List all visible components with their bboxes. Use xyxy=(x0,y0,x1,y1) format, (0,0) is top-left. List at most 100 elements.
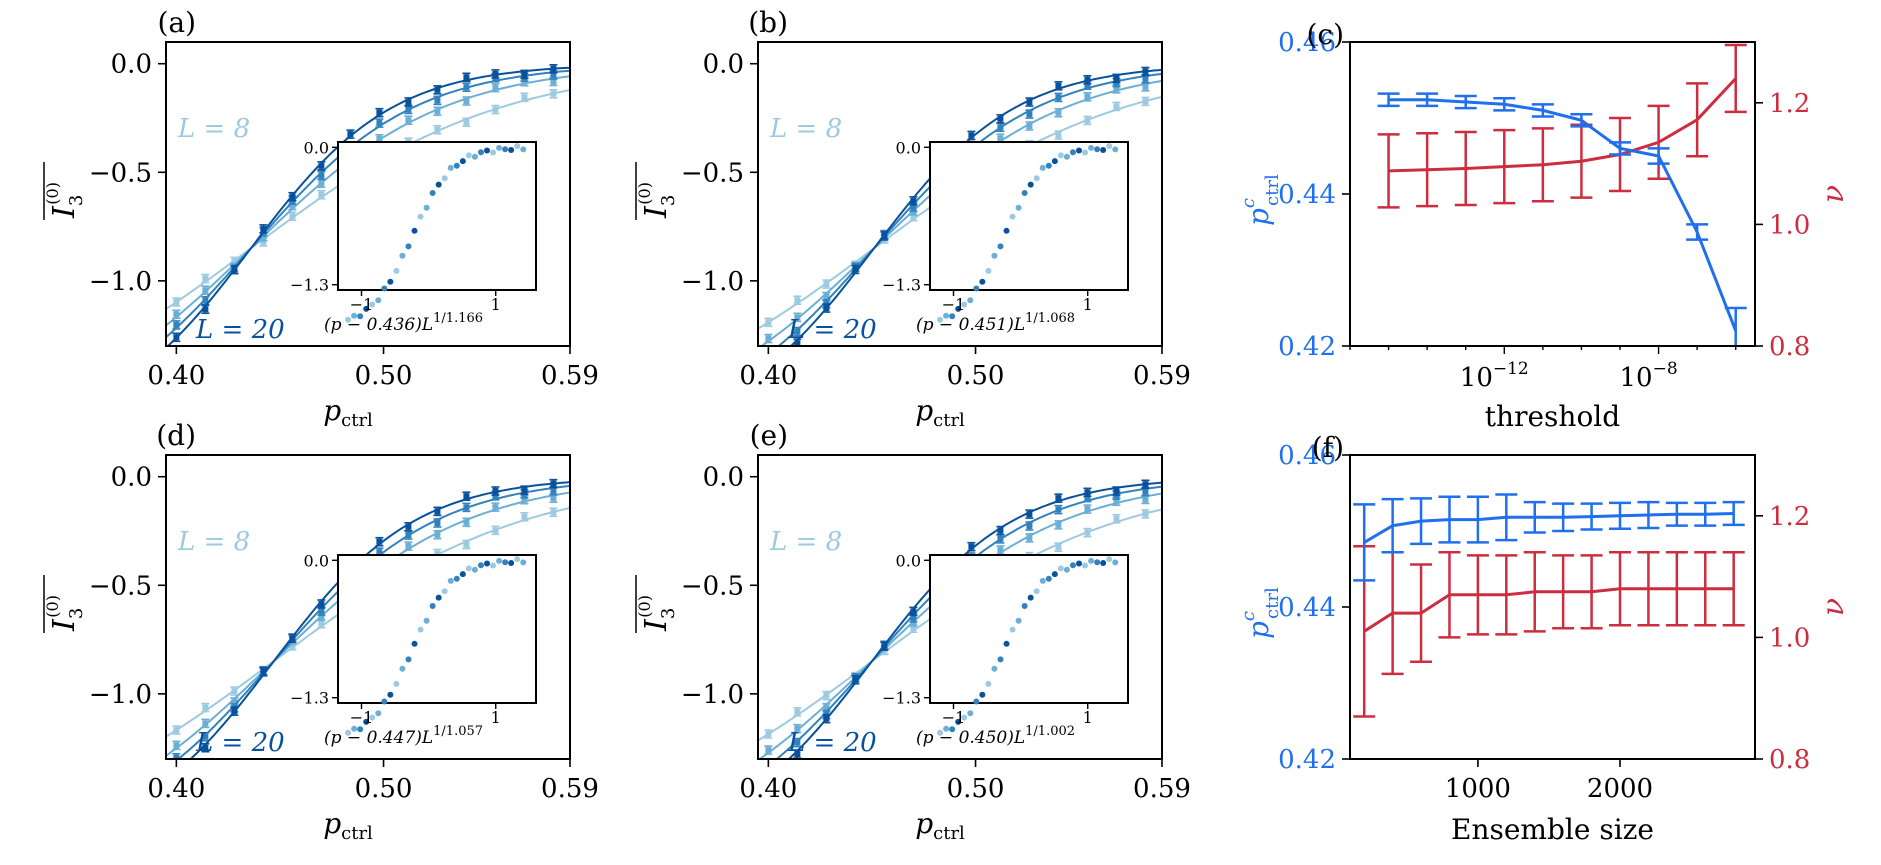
inset-point xyxy=(441,588,448,595)
inset-y-tick-label: −1.3 xyxy=(882,689,921,708)
data-point-L8 xyxy=(434,126,441,133)
inset-x-tick-label: 1 xyxy=(491,708,501,727)
y-right-tick-label: 1.0 xyxy=(1769,210,1810,240)
inset-point xyxy=(973,285,980,292)
fit-line-L20 xyxy=(166,66,570,346)
data-point-L20 xyxy=(376,538,383,545)
y-axis-label-main: I xyxy=(639,205,674,219)
inset-point xyxy=(1112,559,1119,566)
data-point-L20 xyxy=(231,266,238,273)
inset-x-label-main: (p − 0.447)L xyxy=(324,728,433,748)
x-tick-exp: −12 xyxy=(1493,359,1529,379)
data-point-L8 xyxy=(260,239,267,246)
data-point-L20 xyxy=(881,232,888,239)
data-point-L16 xyxy=(173,754,180,759)
data-point-L20 xyxy=(405,523,412,530)
inset-point xyxy=(943,312,950,319)
inset-point xyxy=(1106,556,1113,563)
x-tick-label: 0.50 xyxy=(947,774,1005,804)
inset-point xyxy=(508,559,515,566)
inset-point xyxy=(441,175,448,182)
inset-point xyxy=(1106,143,1113,150)
inset-point xyxy=(381,698,388,705)
data-point-L12 xyxy=(1084,93,1091,100)
x-tick-label: 10−8 xyxy=(1619,359,1677,393)
data-point-L8 xyxy=(289,213,296,220)
data-point-L16 xyxy=(1084,494,1091,501)
inset-point xyxy=(405,656,412,663)
x-tick-label: 0.40 xyxy=(147,361,205,391)
data-point-L20 xyxy=(1113,75,1120,82)
y-axis-label: I3 (0) xyxy=(635,182,679,219)
x-tick-base: 10 xyxy=(1619,363,1652,393)
data-point-L20 xyxy=(794,751,801,758)
y-tick-label: −0.5 xyxy=(89,158,152,188)
inset-point xyxy=(429,189,436,196)
y-left-tick-label: 0.44 xyxy=(1278,180,1336,210)
y-right-label-group: ν xyxy=(1816,598,1851,616)
data-point-L8 xyxy=(823,281,830,288)
data-point-L20 xyxy=(1084,489,1091,496)
axes-frame xyxy=(757,41,1163,347)
inset-point xyxy=(1015,617,1022,624)
data-point-L8 xyxy=(910,625,917,632)
data-point-L16 xyxy=(434,519,441,526)
y-axis-label-sup: (0) xyxy=(43,182,62,205)
data-point-L20 xyxy=(405,98,412,105)
data-point-L12 xyxy=(434,108,441,115)
y-tick-label: −1.0 xyxy=(681,680,744,710)
legend-label-top: L = 8 xyxy=(177,527,250,557)
data-point-L20 xyxy=(1026,99,1033,106)
inset-point xyxy=(955,718,962,725)
inset-point xyxy=(961,301,968,308)
inset-y-tick-label: −1.3 xyxy=(290,276,329,295)
inset-point xyxy=(1021,189,1028,196)
panel-e: 0.40 0.50 0.59 0.0 −0.5 −1.0 pctrl I3 (0) (e) L = … xyxy=(635,419,1191,844)
data-point-L8 xyxy=(463,541,470,548)
inset-point xyxy=(1051,158,1058,165)
data-point-L20 xyxy=(550,480,557,487)
inset-point xyxy=(381,285,388,292)
inset-point xyxy=(1015,204,1022,211)
inset-point xyxy=(967,297,974,304)
inset-point xyxy=(1082,149,1089,156)
y-axis-label-sup: (0) xyxy=(635,182,654,205)
inset-point xyxy=(985,680,992,687)
inset-frame xyxy=(929,141,1129,291)
y-left-tick-label: 0.44 xyxy=(1278,593,1336,623)
x-axis-label-sub: ctrl xyxy=(933,823,965,844)
inset-point xyxy=(955,305,962,312)
data-point-L8 xyxy=(289,642,296,649)
data-point-L12 xyxy=(376,135,383,142)
inset-point xyxy=(514,143,521,150)
legend-label-top: L = 8 xyxy=(769,527,842,557)
inset-point xyxy=(985,267,992,274)
inset-y-tick-label: −1.3 xyxy=(290,689,329,708)
data-point-L20 xyxy=(968,543,975,550)
inset-x-tick-label: 1 xyxy=(491,295,501,314)
inset-point xyxy=(411,227,418,234)
data-point-L16 xyxy=(1084,82,1091,89)
x-tick-label: 0.59 xyxy=(1133,774,1191,804)
inset-x-label: (p − 0.451)L1/1.068 xyxy=(916,311,1075,335)
inset-point xyxy=(1057,152,1064,159)
data-point-L20 xyxy=(823,715,830,722)
inset-point xyxy=(477,149,484,156)
y-right-tick-label: 1.0 xyxy=(1769,623,1810,653)
inset-point xyxy=(1003,227,1010,234)
inset-point xyxy=(459,571,466,578)
data-point-L16 xyxy=(463,84,470,91)
data-point-L20 xyxy=(231,708,238,715)
data-point-L20 xyxy=(997,115,1004,122)
data-point-L16 xyxy=(318,172,325,179)
inset-point xyxy=(1039,164,1046,171)
inset-point xyxy=(1076,560,1083,567)
data-point-L20 xyxy=(202,744,209,751)
data-point-L12 xyxy=(463,98,470,105)
inset-point xyxy=(979,691,986,698)
data-point-L16 xyxy=(1142,75,1149,82)
data-point-L12 xyxy=(1142,496,1149,503)
y-tick-label: −0.5 xyxy=(681,158,744,188)
inset-point xyxy=(447,577,454,584)
inset-point xyxy=(502,146,509,153)
